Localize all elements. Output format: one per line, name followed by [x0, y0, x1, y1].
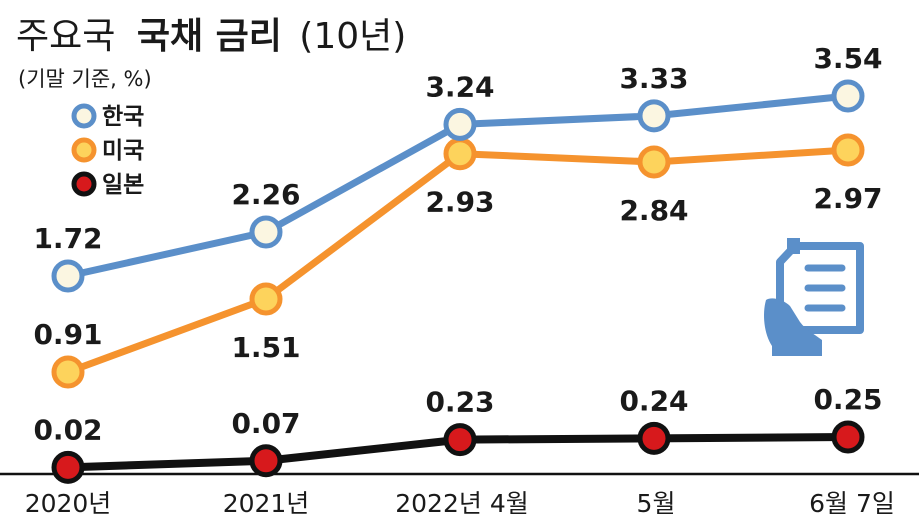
- legend-item-korea: 한국: [71, 103, 144, 130]
- point-japan-1: [249, 444, 283, 478]
- x-tick-labels: 2020년 2021년 2022년 4월 5월 6월 7일: [25, 489, 895, 518]
- x-tick-label-3: 5월: [637, 489, 676, 518]
- point-japan-0: [51, 450, 85, 484]
- value-label-korea-1: 2.26: [231, 178, 300, 211]
- legend-marker-us: [71, 137, 97, 163]
- point-japan-3: [637, 421, 671, 455]
- x-tick-label-2: 2022년 4월: [395, 489, 528, 518]
- value-label-japan-3: 0.24: [619, 384, 688, 417]
- value-label-us-0: 0.91: [33, 318, 102, 351]
- title-light: 주요국: [16, 16, 115, 57]
- title-bold: 국채 금리: [137, 16, 282, 57]
- point-us-2: [443, 137, 477, 171]
- point-korea-0: [51, 259, 85, 293]
- series-markers: [51, 79, 865, 484]
- value-label-korea-3: 3.33: [619, 62, 688, 95]
- legend-label-korea: 한국: [102, 104, 144, 130]
- legend-item-us: 미국: [71, 137, 144, 164]
- legend-label-us: 미국: [102, 138, 144, 164]
- value-label-japan-4: 0.25: [813, 383, 882, 416]
- x-tick-label-0: 2020년: [25, 489, 112, 518]
- legend-marker-korea: [71, 103, 97, 129]
- chart-title: 주요국 국채 금리 (10년): [16, 16, 406, 57]
- point-korea-4: [831, 79, 865, 113]
- point-us-3: [637, 145, 671, 179]
- x-tick-label-1: 2021년: [223, 489, 310, 518]
- value-label-korea-0: 1.72: [33, 222, 102, 255]
- value-label-japan-1: 0.07: [231, 407, 300, 440]
- point-us-1: [249, 282, 283, 316]
- value-label-japan-2: 0.23: [425, 386, 494, 419]
- value-label-us-3: 2.84: [619, 194, 688, 227]
- document-hand-icon: [764, 238, 864, 356]
- legend-label-japan: 일본: [102, 172, 144, 198]
- point-korea-3: [637, 99, 671, 133]
- point-korea-1: [249, 215, 283, 249]
- value-label-korea-4: 3.54: [813, 42, 882, 75]
- legend: 한국 미국 일본: [71, 103, 144, 198]
- title-paren: (10년): [299, 16, 406, 57]
- value-label-us-4: 2.97: [813, 182, 882, 215]
- unit-note: (기말 기준, %): [18, 67, 152, 91]
- x-tick-label-4: 6월 7일: [809, 489, 895, 518]
- value-label-japan-0: 0.02: [33, 413, 102, 446]
- hand-shape: [764, 298, 822, 356]
- legend-item-japan: 일본: [71, 171, 144, 198]
- point-korea-2: [443, 107, 477, 141]
- value-labels: 0.02 0.07 0.23 0.24 0.25 0.91 1.51 2.93 2.84 2.97…: [33, 42, 882, 446]
- point-japan-4: [831, 420, 865, 454]
- value-label-us-1: 1.51: [231, 331, 300, 364]
- point-japan-2: [443, 423, 477, 457]
- value-label-us-2: 2.93: [425, 186, 494, 219]
- series-line-us: [66, 146, 849, 376]
- point-us-4: [831, 133, 865, 167]
- value-label-korea-2: 3.24: [425, 70, 494, 103]
- legend-marker-japan: [71, 171, 97, 197]
- point-us-0: [51, 355, 85, 389]
